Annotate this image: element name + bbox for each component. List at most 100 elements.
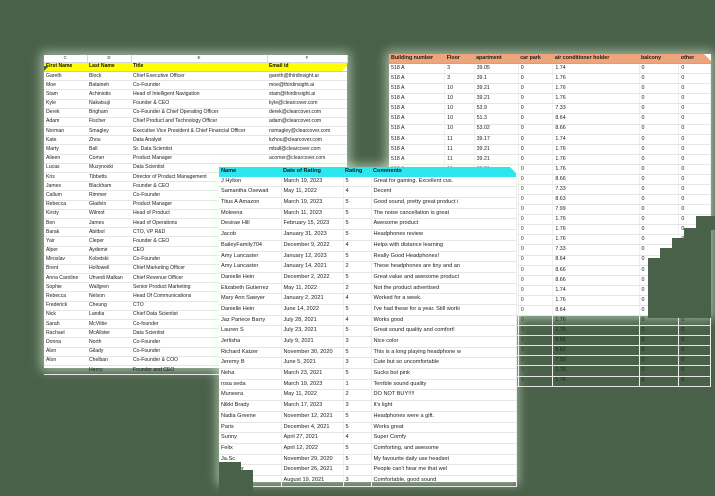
cell-balcony[interactable]: 0 bbox=[639, 204, 680, 216]
cell-last-name[interactable]: Gilady bbox=[87, 347, 131, 357]
cell-car-park[interactable]: 0 bbox=[518, 376, 554, 387]
cell-last-name[interactable]: Brigham bbox=[87, 108, 131, 118]
table-row[interactable]: 518 A 3 39.05 0 1.74 0 0 bbox=[389, 63, 711, 75]
cell-last-name[interactable]: Nakatsuji bbox=[87, 99, 131, 109]
cell-last-name[interactable]: Chelban bbox=[87, 356, 131, 366]
cell-name[interactable]: Paris bbox=[219, 422, 282, 434]
cell-email-id[interactable]: moe@thirdinsight.ai bbox=[267, 80, 347, 91]
col-header-air-conditioner-holder[interactable]: air conditioner holder bbox=[552, 54, 639, 65]
cell-car-park[interactable]: 0 bbox=[518, 124, 554, 135]
cell-email-id[interactable]: gareth@thirdinsight.ai bbox=[267, 71, 347, 82]
cell-first-name[interactable]: Gareth bbox=[44, 71, 87, 82]
cell-title[interactable]: Founder & CEO bbox=[131, 99, 267, 109]
cell-car-park[interactable]: 0 bbox=[518, 154, 554, 165]
cell-first-name[interactable]: Alper bbox=[44, 246, 87, 256]
cell-apartment[interactable]: 39.17 bbox=[474, 134, 519, 145]
cell-title[interactable]: Data Scientist bbox=[131, 328, 267, 339]
cell-date-of-rating[interactable]: December 9, 2022 bbox=[281, 240, 344, 252]
cell-name[interactable]: Danielle Hein bbox=[219, 304, 282, 316]
cell-name[interactable]: Lauren S bbox=[219, 325, 282, 337]
column-letter-e[interactable]: E bbox=[131, 55, 268, 63]
cell-title[interactable]: Product Manager bbox=[131, 200, 267, 210]
cell-rating[interactable]: 5 bbox=[343, 251, 372, 263]
cell-title[interactable]: Co-Founder & COO bbox=[131, 356, 267, 366]
cell-comments[interactable]: DO NOT BUY!!!! bbox=[371, 389, 517, 402]
cell-name[interactable]: Sunny bbox=[219, 432, 282, 444]
cell-title[interactable]: Founder & CEO bbox=[131, 236, 267, 247]
cell-balcony[interactable]: 0 bbox=[639, 73, 680, 85]
cell-email-id[interactable]: mball@clearcover.com bbox=[267, 144, 347, 155]
cell-balcony[interactable]: 0 bbox=[639, 83, 680, 95]
table-row[interactable]: Jeremy B June 5, 2021 3 Cute but so uncomfo… bbox=[219, 357, 517, 370]
cell-name[interactable]: Felix bbox=[219, 443, 282, 455]
cell-title[interactable]: Founder and CEO bbox=[131, 365, 267, 376]
table-row[interactable]: Kyle Nakatsuji Founder & CEO kyle@clearcove… bbox=[44, 99, 347, 109]
cell-date-of-rating[interactable]: January 31, 2023 bbox=[281, 229, 344, 241]
cell-date-of-rating[interactable]: January 2, 2021 bbox=[281, 293, 344, 305]
table-row[interactable]: Moleena March 11, 2023 5 The noise cancella… bbox=[219, 208, 517, 220]
cell-name[interactable]: Muneera bbox=[219, 389, 282, 402]
cell-other[interactable]: 0 bbox=[678, 194, 711, 206]
cell-rating[interactable]: 5 bbox=[343, 272, 372, 284]
table-row[interactable]: Amy Lancaster January 12, 2023 5 Really Goo… bbox=[219, 251, 517, 263]
cell-title[interactable]: Co-Founder bbox=[131, 190, 267, 201]
table-row[interactable]: Amy Lancaster January 14, 2021 2 These head… bbox=[219, 261, 517, 273]
cell-comments[interactable]: Headphones review bbox=[371, 229, 517, 241]
cell-title[interactable]: Co-Founder bbox=[131, 337, 267, 348]
cell-comments[interactable]: Comfortable, good sound bbox=[371, 475, 517, 487]
cell-first-name[interactable]: Barak bbox=[44, 227, 87, 238]
cell-air-conditioner-holder[interactable]: 1.76 bbox=[552, 325, 640, 337]
table-row[interactable]: Nikki Brady March 17, 2023 3 It's light bbox=[219, 400, 517, 412]
cell-apartment[interactable]: 39.1 bbox=[474, 73, 519, 85]
cell-rating[interactable]: 3 bbox=[343, 400, 372, 412]
cell-balcony[interactable]: 0 bbox=[639, 325, 680, 337]
cell-first-name[interactable]: Brent bbox=[44, 264, 87, 275]
cell-title[interactable]: CTO, VP R&D bbox=[131, 227, 267, 238]
cell-date-of-rating[interactable]: November 30, 2020 bbox=[281, 347, 344, 359]
table-row[interactable]: Marty Ball Sr. Data Scientist mball@clearco… bbox=[44, 144, 347, 155]
cell-other[interactable]: 0 bbox=[678, 315, 711, 327]
cell-comments[interactable]: Worked for a week. bbox=[371, 293, 517, 305]
cell-date-of-rating[interactable]: March 19, 2023 bbox=[281, 379, 344, 391]
cell-name[interactable]: Danielle Hein bbox=[219, 272, 282, 284]
cell-balcony[interactable]: 0 bbox=[639, 124, 680, 135]
cell-car-park[interactable]: 0 bbox=[518, 144, 554, 155]
cell-car-park[interactable]: 0 bbox=[518, 93, 554, 105]
cell-car-park[interactable]: 0 bbox=[518, 63, 554, 75]
cell-rating[interactable]: 4 bbox=[343, 186, 372, 199]
cell-car-park[interactable]: 0 bbox=[518, 355, 554, 367]
cell-car-park[interactable]: 0 bbox=[518, 164, 554, 175]
table-row[interactable]: 518 A 10 39.21 0 1.76 0 0 bbox=[389, 93, 711, 105]
cell-date-of-rating[interactable]: March 17, 2023 bbox=[281, 400, 344, 412]
cell-name[interactable]: Amy Lancaster bbox=[219, 251, 282, 263]
cell-other[interactable]: 0 bbox=[678, 164, 711, 175]
cell-balcony[interactable]: 0 bbox=[639, 164, 680, 175]
cell-air-conditioner-holder[interactable]: 7.33 bbox=[552, 184, 640, 196]
cell-title[interactable]: Head of Operations bbox=[131, 218, 267, 229]
cell-name[interactable]: Desirae Hill bbox=[219, 218, 282, 231]
cell-apartment[interactable]: 39.21 bbox=[474, 144, 519, 155]
cell-balcony[interactable]: 0 bbox=[639, 224, 680, 236]
cell-rating[interactable]: 3 bbox=[343, 464, 372, 476]
cell-floor[interactable]: 10 bbox=[444, 124, 475, 135]
cell-first-name[interactable]: Sophie bbox=[44, 282, 87, 293]
cell-email-id[interactable]: derek@clearcover.com bbox=[267, 108, 347, 118]
cell-car-park[interactable]: 0 bbox=[518, 244, 554, 256]
cell-floor[interactable]: 11 bbox=[444, 154, 475, 165]
cell-car-park[interactable]: 0 bbox=[518, 214, 554, 226]
table-row[interactable]: Paris December 4, 2021 5 Works great bbox=[219, 422, 517, 434]
cell-first-name[interactable]: Frederick bbox=[44, 301, 87, 311]
cell-air-conditioner-holder[interactable]: 7.33 bbox=[552, 103, 640, 115]
cell-balcony[interactable]: 0 bbox=[639, 365, 680, 377]
table-row[interactable]: Adam Fischer Chief Product and Technology … bbox=[44, 117, 347, 128]
cell-name[interactable]: Mary Ann Sawyer bbox=[219, 293, 282, 305]
cell-first-name[interactable]: Anna Caroline bbox=[44, 273, 87, 284]
cell-first-name[interactable]: Rebecca bbox=[44, 291, 87, 302]
cell-other[interactable]: 0 bbox=[678, 376, 711, 387]
cell-air-conditioner-holder[interactable]: 1.76 bbox=[552, 73, 640, 85]
cell-balcony[interactable]: 0 bbox=[639, 345, 680, 357]
table-row[interactable]: Stam Achiniotis Head of Intelligent Naviga… bbox=[44, 89, 347, 100]
cell-title[interactable]: Head Of Communications bbox=[131, 291, 267, 302]
cell-air-conditioner-holder[interactable]: 1.74 bbox=[552, 285, 640, 296]
